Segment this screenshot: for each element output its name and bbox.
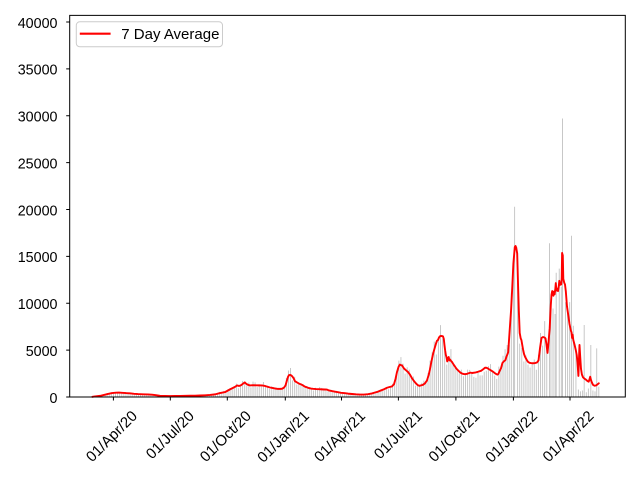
svg-text:10000: 10000 xyxy=(18,297,58,313)
svg-text:25000: 25000 xyxy=(18,156,58,172)
svg-text:40000: 40000 xyxy=(18,16,58,32)
svg-text:15000: 15000 xyxy=(18,250,58,266)
svg-text:30000: 30000 xyxy=(18,110,58,126)
svg-text:7 Day Average: 7 Day Average xyxy=(121,26,219,43)
svg-text:20000: 20000 xyxy=(18,203,58,219)
svg-text:5000: 5000 xyxy=(26,344,58,360)
svg-text:0: 0 xyxy=(50,391,58,407)
svg-text:35000: 35000 xyxy=(18,63,58,79)
